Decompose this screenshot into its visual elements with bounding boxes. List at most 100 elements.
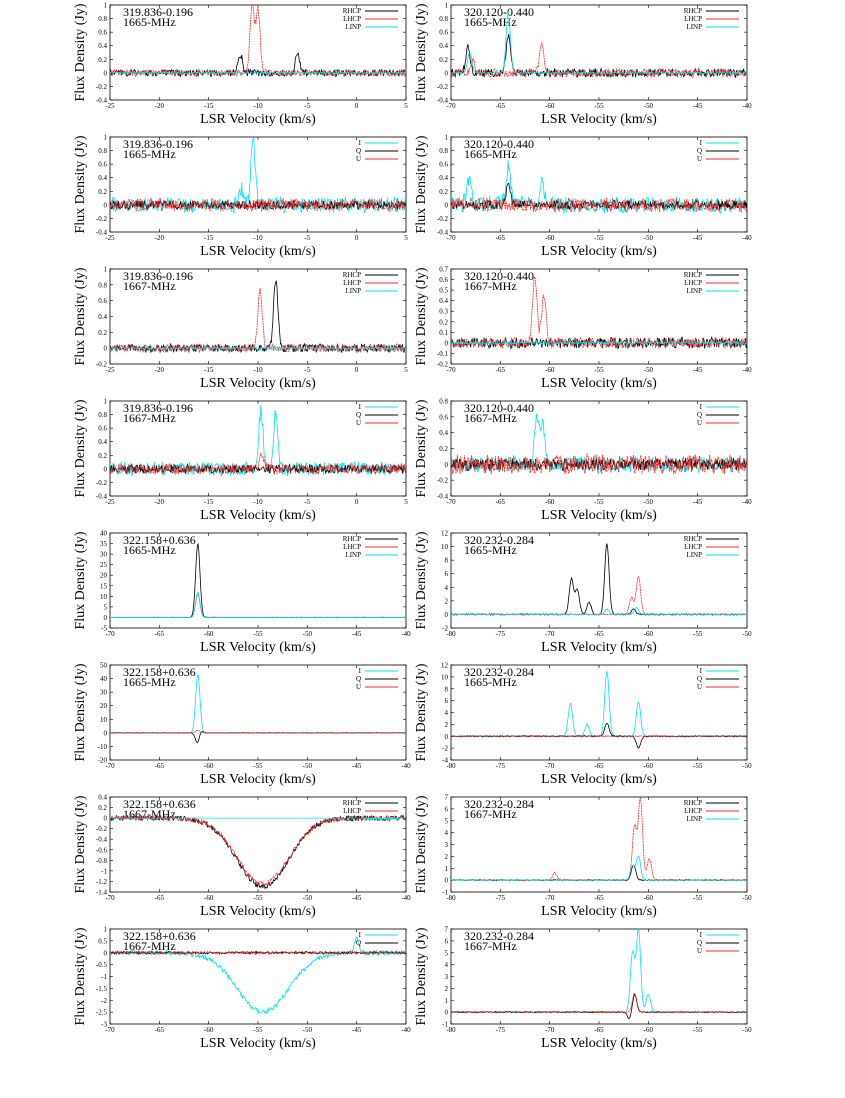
x-tick-label: -75: [496, 1026, 506, 1034]
series-line-lhcp: [451, 575, 747, 616]
x-tick-label: -15: [204, 498, 214, 506]
y-tick-label: 0.2: [439, 445, 448, 453]
source-name: 319.836-0.196: [123, 5, 193, 19]
y-tick-label: 0: [104, 949, 108, 957]
y-axis-label: Flux Density (Jy): [414, 399, 429, 497]
x-tick-label: -20: [155, 234, 165, 242]
x-tick-label: -70: [545, 1026, 555, 1034]
spectrum-panel: -70 -65 -60 -55 -50 -45 -40 -0.4 -0.2 0 0.2 0.4 0.6 0…: [414, 2, 752, 128]
legend-label: RHCP: [343, 535, 361, 543]
y-tick-label: 0: [104, 345, 108, 353]
y-tick-label: 0.2: [439, 188, 448, 196]
legend-label: RHCP: [684, 535, 702, 543]
series-line-lhcp: [110, 5, 406, 78]
source-name: 322.158+0.636: [123, 929, 196, 943]
y-tick-label: 10: [441, 673, 449, 681]
x-tick-label: -65: [496, 102, 506, 110]
x-tick-label: -55: [594, 102, 604, 110]
legend-label: U: [356, 419, 361, 427]
y-axis-label: Flux Density (Jy): [414, 927, 429, 1025]
x-tick-label: -40: [742, 366, 752, 374]
x-tick-label: -55: [693, 762, 703, 770]
x-tick-label: -70: [545, 894, 555, 902]
legend-label: I: [700, 667, 703, 675]
legend-label: LHCP: [343, 543, 361, 551]
x-tick-label: -65: [155, 762, 165, 770]
source-name: 322.158+0.636: [123, 797, 196, 811]
y-tick-label: 0.6: [98, 29, 107, 37]
y-tick-label: 0.6: [439, 161, 448, 169]
y-tick-label: 7: [445, 926, 449, 934]
y-axis-label: Flux Density (Jy): [414, 795, 429, 893]
y-axis-label: Flux Density (Jy): [414, 663, 429, 761]
x-tick-label: -55: [693, 630, 703, 638]
spectrum-panel: -70 -65 -60 -55 -50 -45 -40 -0.4 -0.2 0 0.2 0.4 0.6 0…: [414, 398, 752, 524]
x-tick-label: -60: [644, 630, 654, 638]
x-tick-label: -15: [204, 366, 214, 374]
y-tick-label: -0.2: [96, 215, 108, 223]
x-tick-label: -40: [401, 762, 411, 770]
y-tick-label: -0.2: [96, 83, 108, 91]
x-axis-label: LSR Velocity (km/s): [541, 1036, 657, 1051]
x-tick-label: -5: [304, 234, 310, 242]
x-tick-label: -5: [304, 102, 310, 110]
x-tick-label: -65: [594, 762, 604, 770]
y-tick-label: -2: [442, 745, 448, 753]
legend-label: U: [356, 683, 361, 691]
x-tick-label: -50: [303, 894, 313, 902]
y-tick-label: -0.4: [96, 836, 108, 844]
x-tick-label: -50: [742, 630, 752, 638]
x-axis-label: LSR Velocity (km/s): [541, 112, 657, 127]
x-tick-label: -45: [352, 1026, 362, 1034]
y-tick-label: 0.6: [98, 161, 107, 169]
x-tick-label: -70: [446, 498, 456, 506]
x-tick-label: 0: [355, 102, 359, 110]
legend-label: Q: [697, 939, 702, 947]
y-tick-label: -1.4: [96, 889, 108, 897]
x-tick-label: -5: [304, 498, 310, 506]
y-axis-label: Flux Density (Jy): [73, 267, 88, 365]
x-tick-label: -60: [204, 894, 214, 902]
y-axis-label: Flux Density (Jy): [73, 663, 88, 761]
y-tick-label: 4: [445, 584, 449, 592]
y-tick-label: 0.5: [439, 287, 448, 295]
y-tick-label: 3: [445, 973, 449, 981]
y-tick-label: 15: [100, 582, 108, 590]
transition-label: 1667-MHz: [123, 279, 176, 293]
transition-label: 1665-MHz: [464, 543, 517, 557]
x-axis-label: LSR Velocity (km/s): [200, 112, 316, 127]
x-tick-label: -50: [644, 102, 654, 110]
x-tick-label: -80: [446, 894, 456, 902]
y-tick-label: -0.4: [96, 229, 108, 237]
spectrum-panel: -70 -65 -60 -55 -50 -45 -40-50510152025303540L…: [73, 530, 411, 656]
series-line-lhcp: [110, 287, 406, 354]
y-tick-label: 40: [100, 530, 108, 538]
legend-label: U: [697, 683, 702, 691]
series-line-rhcp: [110, 51, 406, 78]
y-tick-label: -20: [98, 757, 108, 765]
spectrum-panel: -25 -20 -15 -10 -5 0 5 -0.4 -0.2 0 0.2 0.4 0.6 0.8 1 LS…: [73, 134, 408, 260]
x-axis-label: LSR Velocity (km/s): [200, 904, 316, 919]
x-tick-label: -20: [155, 102, 165, 110]
y-tick-label: 10: [441, 543, 449, 551]
y-tick-label: 40: [100, 675, 108, 683]
y-tick-label: -0.4: [96, 493, 108, 501]
y-tick-label: -0.2: [96, 479, 108, 487]
x-tick-label: -55: [253, 630, 263, 638]
y-tick-label: 30: [100, 689, 108, 697]
x-tick-label: -25: [105, 498, 115, 506]
legend-label: LINP: [345, 23, 361, 31]
x-tick-label: -65: [496, 366, 506, 374]
x-tick-label: -55: [594, 234, 604, 242]
y-tick-label: 12: [441, 530, 449, 538]
x-tick-label: -50: [644, 498, 654, 506]
transition-label: 1665-MHz: [123, 147, 176, 161]
x-axis-label: LSR Velocity (km/s): [200, 772, 316, 787]
y-tick-label: 1: [104, 398, 108, 406]
y-tick-label: -0.2: [96, 825, 108, 833]
x-tick-label: -45: [352, 894, 362, 902]
legend-label: I: [359, 667, 362, 675]
x-tick-label: -70: [446, 102, 456, 110]
y-tick-label: 0.6: [439, 29, 448, 37]
legend-label: LINP: [686, 23, 702, 31]
